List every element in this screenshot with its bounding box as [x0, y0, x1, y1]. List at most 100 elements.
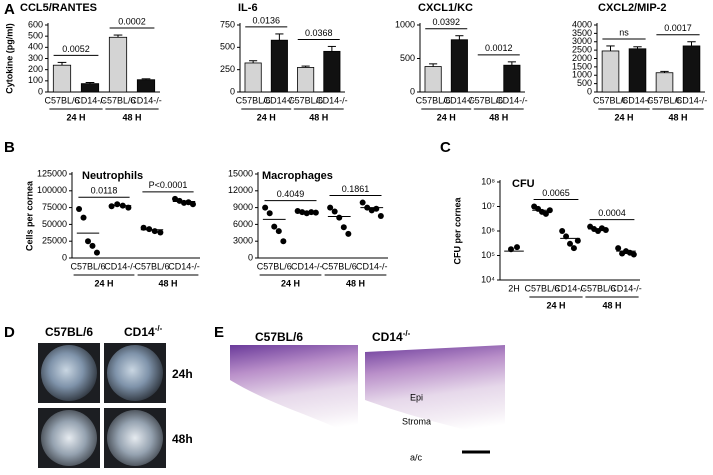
tissue-label: a/c [410, 452, 423, 462]
data-point [377, 213, 384, 219]
y-tick-label: 3000 [572, 36, 592, 46]
row-label: 48h [172, 432, 193, 446]
data-point [140, 224, 147, 231]
chart-title: CXCL2/MIP-2 [598, 2, 666, 14]
y-tick-label: 2500 [572, 45, 592, 55]
bar [682, 45, 701, 93]
data-point [108, 203, 115, 210]
data-point [542, 210, 549, 217]
x-tick-label: C57BL/6 [647, 95, 682, 105]
p-value: 0.0136 [252, 15, 280, 25]
y-tick-label: 3500 [572, 28, 592, 38]
group-label: 48 H [668, 112, 687, 122]
x-tick-label: CD14-/- [610, 283, 642, 293]
y-tick-label: 0 [587, 86, 592, 96]
column-label: C57BL/6 [45, 325, 93, 339]
bar [323, 50, 341, 93]
panel-label: A [4, 1, 15, 18]
group-label: 24 H [66, 112, 85, 122]
superscript: -/- [155, 324, 163, 333]
y-tick-label: 10⁸ [481, 176, 495, 186]
histology-images [230, 345, 505, 475]
bar [297, 67, 315, 93]
data-point [570, 245, 577, 252]
chart-title: Macrophages [262, 170, 333, 182]
y-tick-label: 1000 [572, 70, 592, 80]
x-tick-label: C57BL/6 [416, 95, 451, 105]
data-point [114, 201, 121, 208]
data-point [157, 229, 164, 236]
y-tick-label: 300 [28, 53, 43, 63]
bar [244, 62, 262, 93]
data-point [630, 251, 637, 258]
chart-title: CCL5/RANTES [20, 2, 97, 14]
panel-label: C [440, 139, 451, 156]
y-tick-label: 100 [28, 75, 43, 85]
y-tick-label: 15000 [228, 168, 253, 178]
x-tick-label: C57BL/6 [468, 95, 503, 105]
group-label: 24 H [614, 112, 633, 122]
p-value: 0.0392 [432, 17, 460, 27]
data-point [151, 228, 158, 235]
column-label: CD14 [124, 325, 155, 339]
row-label: 24h [172, 367, 193, 381]
bar [601, 50, 620, 93]
x-tick-label: 2H [508, 283, 520, 293]
y-tick-label: 10⁶ [481, 225, 495, 235]
data-point [189, 201, 196, 208]
y-tick-label: 500 [400, 53, 415, 63]
bar [655, 72, 674, 93]
x-tick-label: C57BL/6 [44, 95, 79, 105]
y-tick-label: 0 [230, 86, 235, 96]
y-axis-label: CFU per cornea [452, 197, 462, 265]
data-point [340, 224, 347, 231]
photo-grid [38, 343, 166, 468]
group-label: 24 H [94, 278, 113, 288]
x-tick-label: CD14-/- [168, 261, 200, 271]
data-point [615, 245, 622, 252]
y-tick-label: 75000 [42, 202, 67, 212]
y-tick-label: 3000 [233, 236, 253, 246]
y-tick-label: 25000 [42, 236, 67, 246]
x-tick-label: CD14-/- [554, 283, 586, 293]
y-tick-label: 750 [220, 19, 235, 29]
data-point [146, 226, 153, 233]
bar [503, 64, 521, 93]
column-label: CD14 [372, 330, 403, 344]
x-tick-label: C57BL/6 [100, 95, 135, 105]
x-tick-label: CD14-/- [676, 95, 708, 105]
group-label: 24 H [281, 278, 300, 288]
data-point [574, 237, 581, 244]
y-tick-label: 1500 [572, 61, 592, 71]
y-tick-label: 100000 [37, 185, 67, 195]
y-tick-label: 125000 [37, 168, 67, 178]
p-value: 0.4049 [277, 189, 305, 199]
panel-label: B [4, 139, 15, 156]
y-tick-label: 1000 [395, 19, 415, 29]
data-point [312, 209, 319, 216]
data-point [327, 204, 334, 211]
superscript: -/- [403, 329, 411, 338]
y-tick-label: 9000 [233, 202, 253, 212]
bar [52, 64, 72, 93]
data-point [89, 242, 96, 249]
y-tick-label: 12000 [228, 185, 253, 195]
y-tick-label: 500 [220, 42, 235, 52]
x-tick-label: C57BL/6 [257, 261, 292, 271]
p-value: 0.0012 [485, 43, 513, 53]
data-point [266, 210, 273, 217]
group-label: 48 H [158, 278, 177, 288]
y-axis-label: Cytokine (pg/ml) [4, 23, 14, 94]
x-tick-label: CD14-/- [356, 261, 388, 271]
y-tick-label: 2000 [572, 53, 592, 63]
data-point [275, 228, 282, 235]
data-point [345, 230, 352, 237]
y-tick-label: 6000 [233, 219, 253, 229]
data-point [567, 240, 573, 247]
y-tick-label: 600 [28, 19, 43, 29]
y-tick-label: 200 [28, 64, 43, 74]
data-point [262, 204, 269, 211]
group-label: 48 H [489, 112, 508, 122]
panel-label: D [4, 324, 15, 341]
x-tick-label: C57BL/6 [593, 95, 628, 105]
